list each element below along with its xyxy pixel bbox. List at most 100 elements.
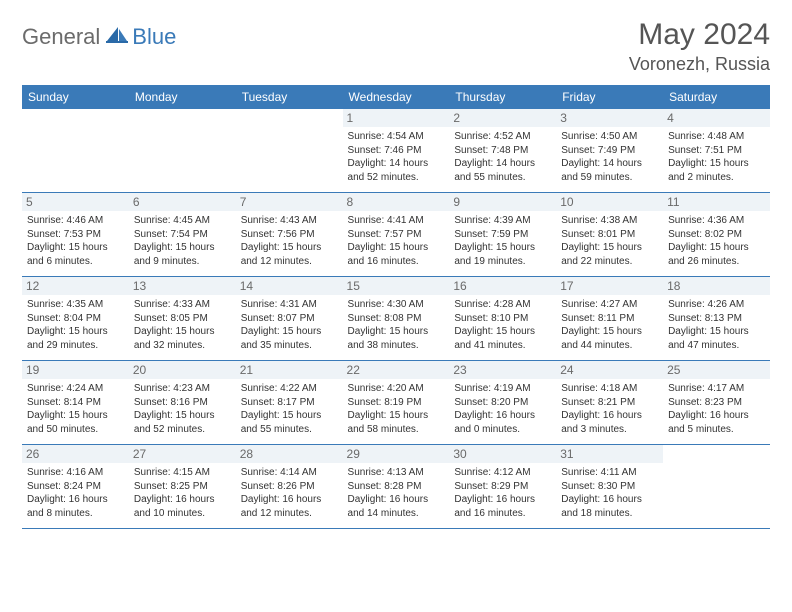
calendar-day: 11 Sunrise: 4:36 AMSunset: 8:02 PMDayligh… — [663, 193, 770, 277]
calendar-day: 6 Sunrise: 4:45 AMSunset: 7:54 PMDaylight… — [129, 193, 236, 277]
calendar-day: 25Sunrise: 4:17 AMSunset: 8:23 PMDayligh… — [663, 361, 770, 445]
calendar-day: 18 Sunrise: 4:26 AMSunset: 8:13 PMDayligh… — [663, 277, 770, 361]
calendar-day: 21 Sunrise: 4:22 AMSunset: 8:17 PMDayligh… — [236, 361, 343, 445]
logo-text-general: General — [22, 24, 100, 50]
day-info: Sunrise: 4:33 AMSunset: 8:05 PMDaylight:… — [134, 298, 231, 352]
calendar-day: 2Sunrise: 4:52 AMSunset: 7:48 PMDaylight… — [449, 109, 556, 193]
page-title: May 2024 — [629, 18, 770, 52]
day-info: Sunrise: 4:48 AMSunset: 7:51 PMDaylight:… — [668, 130, 765, 184]
calendar-body: 1 Sunrise: 4:54 AMSunset: 7:46 PMDaylight… — [22, 109, 770, 529]
day-number: 9 — [449, 193, 556, 211]
weekday-header-row: SundayMondayTuesdayWednesdayThursdayFrid… — [22, 86, 770, 109]
day-number: 14 — [236, 277, 343, 295]
weekday-header: Saturday — [663, 86, 770, 109]
day-number: 23 — [449, 361, 556, 379]
calendar-day: 3 Sunrise: 4:50 AMSunset: 7:49 PMDaylight… — [556, 109, 663, 193]
day-number: 1 — [343, 109, 450, 127]
calendar-day: 22Sunrise: 4:20 AMSunset: 8:19 PMDayligh… — [343, 361, 450, 445]
calendar-empty — [236, 109, 343, 193]
calendar-day: 15 Sunrise: 4:30 AMSunset: 8:08 PMDayligh… — [343, 277, 450, 361]
day-info: Sunrise: 4:50 AMSunset: 7:49 PMDaylight:… — [561, 130, 658, 184]
calendar-day: 9Sunrise: 4:39 AMSunset: 7:59 PMDaylight… — [449, 193, 556, 277]
calendar-day: 26 Sunrise: 4:16 AMSunset: 8:24 PMDayligh… — [22, 445, 129, 529]
weekday-header: Monday — [129, 86, 236, 109]
day-number: 16 — [449, 277, 556, 295]
calendar-day: 8Sunrise: 4:41 AMSunset: 7:57 PMDaylight… — [343, 193, 450, 277]
day-info: Sunrise: 4:30 AMSunset: 8:08 PMDaylight:… — [348, 298, 445, 352]
weekday-header: Friday — [556, 86, 663, 109]
day-info: Sunrise: 4:19 AMSunset: 8:20 PMDaylight:… — [454, 382, 551, 436]
calendar-row: 19 Sunrise: 4:24 AMSunset: 8:14 PMDayligh… — [22, 361, 770, 445]
day-number: 10 — [556, 193, 663, 211]
day-number: 11 — [663, 193, 770, 211]
weekday-header: Tuesday — [236, 86, 343, 109]
calendar-day: 1 Sunrise: 4:54 AMSunset: 7:46 PMDaylight… — [343, 109, 450, 193]
day-info: Sunrise: 4:13 AMSunset: 8:28 PMDaylight:… — [348, 466, 445, 520]
title-block: May 2024 Voronezh, Russia — [629, 18, 770, 75]
day-number: 30 — [449, 445, 556, 463]
day-info: Sunrise: 4:46 AMSunset: 7:53 PMDaylight:… — [27, 214, 124, 268]
location-label: Voronezh, Russia — [629, 54, 770, 75]
header: General Blue May 2024 Voronezh, Russia — [22, 18, 770, 75]
calendar-day: 7 Sunrise: 4:43 AMSunset: 7:56 PMDaylight… — [236, 193, 343, 277]
day-number: 15 — [343, 277, 450, 295]
calendar-day: 30 Sunrise: 4:12 AMSunset: 8:29 PMDayligh… — [449, 445, 556, 529]
calendar-empty — [663, 445, 770, 529]
day-number: 5 — [22, 193, 129, 211]
day-info: Sunrise: 4:23 AMSunset: 8:16 PMDaylight:… — [134, 382, 231, 436]
day-number: 6 — [129, 193, 236, 211]
calendar-day: 13Sunrise: 4:33 AMSunset: 8:05 PMDayligh… — [129, 277, 236, 361]
day-info: Sunrise: 4:28 AMSunset: 8:10 PMDaylight:… — [454, 298, 551, 352]
calendar-table: SundayMondayTuesdayWednesdayThursdayFrid… — [22, 85, 770, 529]
day-info: Sunrise: 4:31 AMSunset: 8:07 PMDaylight:… — [241, 298, 338, 352]
weekday-header: Thursday — [449, 86, 556, 109]
weekday-header: Sunday — [22, 86, 129, 109]
calendar-day: 19 Sunrise: 4:24 AMSunset: 8:14 PMDayligh… — [22, 361, 129, 445]
day-info: Sunrise: 4:36 AMSunset: 8:02 PMDaylight:… — [668, 214, 765, 268]
day-info: Sunrise: 4:18 AMSunset: 8:21 PMDaylight:… — [561, 382, 658, 436]
day-number: 3 — [556, 109, 663, 127]
day-number: 24 — [556, 361, 663, 379]
day-info: Sunrise: 4:24 AMSunset: 8:14 PMDaylight:… — [27, 382, 124, 436]
calendar-day: 27Sunrise: 4:15 AMSunset: 8:25 PMDayligh… — [129, 445, 236, 529]
day-number: 26 — [22, 445, 129, 463]
calendar-day: 16 Sunrise: 4:28 AMSunset: 8:10 PMDayligh… — [449, 277, 556, 361]
day-info: Sunrise: 4:26 AMSunset: 8:13 PMDaylight:… — [668, 298, 765, 352]
day-number: 8 — [343, 193, 450, 211]
day-number: 19 — [22, 361, 129, 379]
day-info: Sunrise: 4:11 AMSunset: 8:30 PMDaylight:… — [561, 466, 658, 520]
day-info: Sunrise: 4:16 AMSunset: 8:24 PMDaylight:… — [27, 466, 124, 520]
day-number: 28 — [236, 445, 343, 463]
day-info: Sunrise: 4:54 AMSunset: 7:46 PMDaylight:… — [348, 130, 445, 184]
day-info: Sunrise: 4:45 AMSunset: 7:54 PMDaylight:… — [134, 214, 231, 268]
calendar-day: 14 Sunrise: 4:31 AMSunset: 8:07 PMDayligh… — [236, 277, 343, 361]
day-info: Sunrise: 4:14 AMSunset: 8:26 PMDaylight:… — [241, 466, 338, 520]
day-number: 18 — [663, 277, 770, 295]
calendar-empty — [129, 109, 236, 193]
calendar-row: 5 Sunrise: 4:46 AMSunset: 7:53 PMDaylight… — [22, 193, 770, 277]
calendar-day: 4Sunrise: 4:48 AMSunset: 7:51 PMDaylight… — [663, 109, 770, 193]
day-number: 22 — [343, 361, 450, 379]
day-number: 12 — [22, 277, 129, 295]
calendar-day: 28 Sunrise: 4:14 AMSunset: 8:26 PMDayligh… — [236, 445, 343, 529]
day-info: Sunrise: 4:15 AMSunset: 8:25 PMDaylight:… — [134, 466, 231, 520]
day-number: 7 — [236, 193, 343, 211]
day-info: Sunrise: 4:38 AMSunset: 8:01 PMDaylight:… — [561, 214, 658, 268]
day-info: Sunrise: 4:12 AMSunset: 8:29 PMDaylight:… — [454, 466, 551, 520]
day-number: 17 — [556, 277, 663, 295]
calendar-day: 29Sunrise: 4:13 AMSunset: 8:28 PMDayligh… — [343, 445, 450, 529]
day-info: Sunrise: 4:35 AMSunset: 8:04 PMDaylight:… — [27, 298, 124, 352]
logo-text-blue: Blue — [132, 24, 176, 50]
calendar-day: 23 Sunrise: 4:19 AMSunset: 8:20 PMDayligh… — [449, 361, 556, 445]
day-info: Sunrise: 4:22 AMSunset: 8:17 PMDaylight:… — [241, 382, 338, 436]
calendar-row: 26 Sunrise: 4:16 AMSunset: 8:24 PMDayligh… — [22, 445, 770, 529]
calendar-day: 10 Sunrise: 4:38 AMSunset: 8:01 PMDayligh… — [556, 193, 663, 277]
day-number: 25 — [663, 361, 770, 379]
day-number: 21 — [236, 361, 343, 379]
calendar-row: 1 Sunrise: 4:54 AMSunset: 7:46 PMDaylight… — [22, 109, 770, 193]
calendar-day: 31Sunrise: 4:11 AMSunset: 8:30 PMDayligh… — [556, 445, 663, 529]
day-info: Sunrise: 4:43 AMSunset: 7:56 PMDaylight:… — [241, 214, 338, 268]
calendar-row: 12 Sunrise: 4:35 AMSunset: 8:04 PMDayligh… — [22, 277, 770, 361]
logo: General Blue — [22, 24, 176, 50]
day-info: Sunrise: 4:52 AMSunset: 7:48 PMDaylight:… — [454, 130, 551, 184]
